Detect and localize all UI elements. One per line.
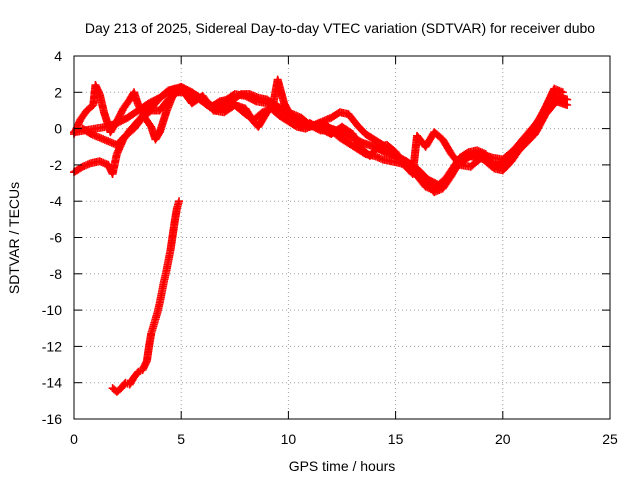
x-tick-label: 5 — [177, 431, 185, 447]
y-tick-label: -2 — [50, 157, 63, 173]
series-0 — [70, 82, 572, 189]
data-point — [175, 197, 184, 206]
y-tick-label: -12 — [42, 338, 62, 354]
data-point — [558, 88, 567, 97]
data-series — [70, 75, 572, 396]
x-tick-label: 0 — [70, 431, 78, 447]
axis-ticks — [73, 55, 611, 420]
x-axis-label: GPS time / hours — [289, 458, 396, 474]
x-tick-label: 20 — [495, 431, 511, 447]
y-tick-label: 0 — [54, 121, 62, 137]
x-tick-label: 15 — [388, 431, 404, 447]
y-tick-label: 4 — [54, 48, 62, 64]
y-tick-label: -6 — [50, 230, 63, 246]
x-tick-label: 10 — [281, 431, 297, 447]
series-4 — [108, 197, 184, 396]
data-point — [507, 153, 516, 162]
series-2 — [70, 84, 567, 195]
y-tick-label: -16 — [42, 411, 62, 427]
y-tick-label: -4 — [50, 193, 63, 209]
data-point-marker — [506, 154, 515, 163]
data-point — [563, 101, 572, 110]
y-tick-label: -10 — [42, 302, 62, 318]
axis-tick-labels: 0 5 10 15 20 25 -16 -14 -12 -10 -8 -6 -4 -2 0 2 4 — [42, 48, 618, 447]
chart-title: Day 213 of 2025, Sidereal Day-to-day VTE… — [85, 20, 595, 36]
y-tick-label: -8 — [50, 266, 63, 282]
y-tick-label: -14 — [42, 375, 62, 391]
x-tick-label: 25 — [602, 431, 618, 447]
series-3 — [78, 88, 516, 197]
y-tick-label: 2 — [54, 84, 62, 100]
y-axis-label: SDTVAR / TECUs — [6, 182, 22, 294]
